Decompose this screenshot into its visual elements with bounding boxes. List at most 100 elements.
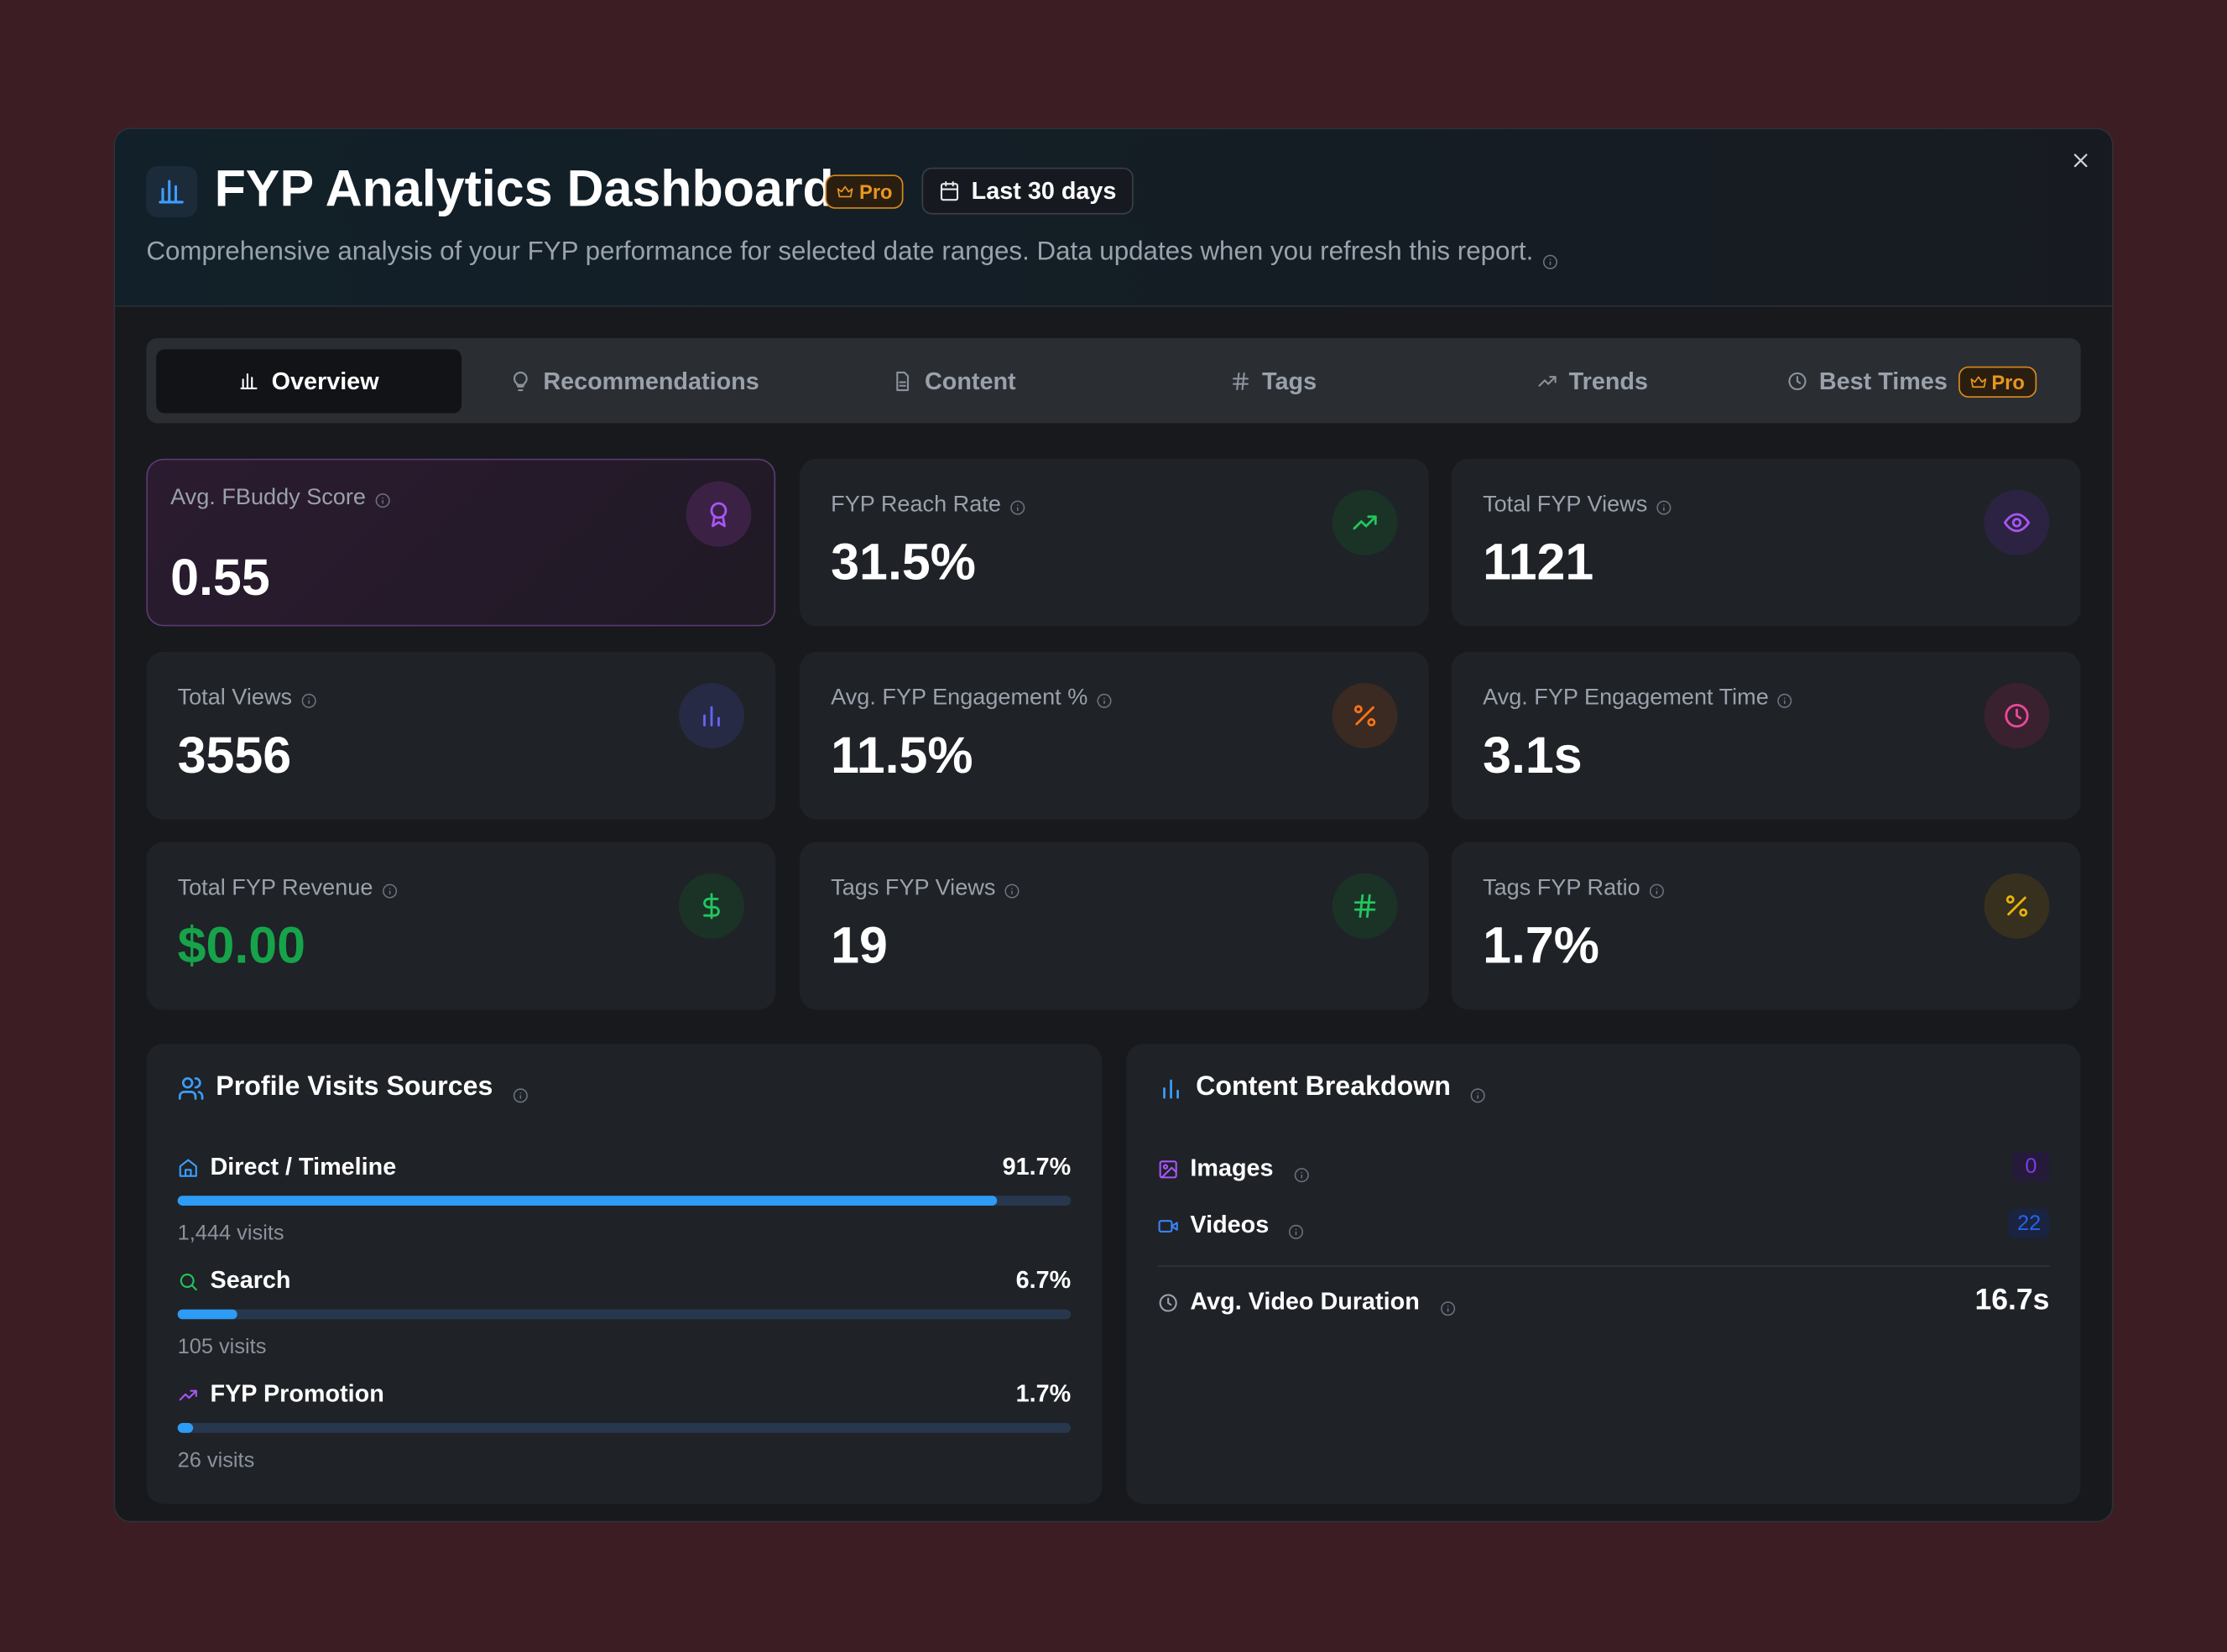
metric-label: Avg. FYP Engagement % [831, 686, 1112, 711]
tab-bar [146, 337, 2081, 424]
metric-card: Avg. FYP Engagement % 11.5% [799, 651, 1429, 820]
metric-label-text: Avg. FYP Engagement % [831, 685, 1088, 711]
info-icon [300, 691, 316, 709]
tab-pro-text: Pro [1991, 369, 2025, 393]
info-icon [1440, 1295, 1456, 1316]
metric-icon [686, 481, 752, 547]
content-type-text: Videos [1190, 1211, 1270, 1238]
pro-text: Pro [859, 180, 893, 204]
content-type: Images [1157, 1154, 1309, 1183]
metric-icon [679, 683, 744, 749]
metric-value: 1.7% [1483, 915, 1599, 975]
close-button[interactable] [2069, 149, 2092, 172]
metric-value: $0.00 [177, 915, 306, 975]
source-name-text: FYP Promotion [210, 1380, 384, 1408]
panel-title-text: Profile Visits Sources [216, 1071, 493, 1102]
metric-value: 31.5% [831, 532, 976, 591]
info-icon [1777, 691, 1793, 709]
metric-label-text: FYP Reach Rate [831, 492, 1001, 518]
tab-label: Content [924, 367, 1016, 394]
source-percent: 6.7% [1015, 1266, 1072, 1294]
header-icon [146, 166, 198, 217]
tab[interactable]: Content [795, 349, 1114, 413]
metric-value: 0.55 [170, 548, 270, 607]
metric-card: FYP Reach Rate 31.5% [799, 458, 1429, 627]
tab[interactable]: Recommendations [475, 349, 794, 413]
metric-value: 3.1s [1483, 725, 1583, 784]
header [115, 129, 2112, 307]
subtitle-text: Comprehensive analysis of your FYP perfo… [146, 235, 1534, 266]
panel-title-text: Content Breakdown [1196, 1071, 1451, 1102]
divider [1157, 1265, 2050, 1267]
metric-label: Total FYP Views [1483, 492, 1672, 518]
progress-track [177, 1422, 1072, 1433]
source-name-text: Direct / Timeline [210, 1153, 397, 1180]
avg-duration-text: Avg. Video Duration [1190, 1288, 1420, 1316]
metric-card: Total Views 3556 [146, 651, 776, 820]
metric-label: Avg. FBuddy Score [170, 486, 390, 511]
tab[interactable]: Overview [156, 349, 462, 414]
metric-icon [1984, 873, 2050, 939]
info-icon [1289, 1217, 1305, 1239]
panel-title: Content Breakdown [1157, 1072, 1486, 1103]
info-icon [1649, 881, 1665, 899]
metric-label-text: Avg. FYP Engagement Time [1483, 685, 1769, 711]
metric-icon [1332, 683, 1398, 749]
info-icon [1004, 881, 1020, 899]
avg-duration-value: 16.7s [1974, 1284, 2050, 1317]
content-breakdown-panel: Content Breakdown Images 0 Videos 22 Avg. Vid… [1126, 1044, 2081, 1504]
metric-icon [1984, 489, 2050, 555]
metric-value: 3556 [177, 725, 292, 784]
source-name: FYP Promotion [178, 1380, 384, 1409]
date-range-button[interactable]: Last 30 days [921, 167, 1134, 215]
metric-value: 1121 [1483, 532, 1594, 591]
metric-icon [1332, 873, 1398, 939]
source-name: Search [178, 1266, 291, 1295]
content-count: 22 [2008, 1208, 2050, 1238]
pro-badge: Pro [825, 175, 905, 209]
progress-track [177, 1309, 1072, 1320]
metric-label-text: Avg. FBuddy Score [170, 485, 366, 510]
progress-fill [177, 1422, 193, 1433]
subtitle: Comprehensive analysis of your FYP perfo… [146, 235, 1557, 269]
metric-card: Tags FYP Ratio 1.7% [1451, 842, 2081, 1010]
metric-label-text: Tags FYP Ratio [1483, 876, 1640, 901]
tab-label: Tags [1262, 367, 1317, 394]
metric-card: Avg. FBuddy Score 0.55 [146, 458, 776, 627]
content-type-text: Images [1190, 1154, 1274, 1182]
tab[interactable]: Best Times Pro [1752, 349, 2071, 413]
tab-label: Trends [1568, 367, 1649, 394]
metric-label: Tags FYP Ratio [1483, 876, 1664, 901]
info-icon [1656, 498, 1672, 516]
metric-icon [1332, 489, 1398, 555]
metric-label-text: Total FYP Revenue [177, 876, 373, 901]
metric-value: 11.5% [831, 725, 973, 784]
metric-label: Avg. FYP Engagement Time [1483, 686, 1792, 711]
source-visits: 26 visits [177, 1448, 255, 1473]
metric-icon [679, 873, 744, 939]
tab[interactable]: Tags [1114, 349, 1432, 413]
info-icon [1471, 1080, 1487, 1102]
source-name-text: Search [210, 1266, 291, 1294]
metric-label: Total Views [178, 686, 316, 711]
metric-card: Total FYP Revenue $0.00 [146, 842, 776, 1010]
tab[interactable]: Trends [1432, 349, 1751, 413]
source-name: Direct / Timeline [178, 1153, 397, 1181]
metric-card: Tags FYP Views 19 [799, 842, 1429, 1010]
date-range-text: Last 30 days [971, 176, 1117, 204]
info-icon [513, 1080, 529, 1102]
metric-card: Avg. FYP Engagement Time 3.1s [1451, 651, 2081, 820]
panel-title: Profile Visits Sources [178, 1072, 529, 1103]
tab-pro-badge: Pro [1958, 365, 2037, 398]
metric-label: Tags FYP Views [831, 876, 1020, 901]
info-icon [1009, 498, 1025, 516]
progress-fill [177, 1196, 997, 1206]
metric-label: Total FYP Revenue [178, 876, 398, 901]
metric-card: Total FYP Views 1121 [1451, 458, 2081, 627]
info-icon [374, 490, 390, 508]
tab-label: Recommendations [543, 367, 759, 394]
info-icon [1541, 245, 1557, 269]
metric-label-text: Total FYP Views [1483, 492, 1648, 518]
